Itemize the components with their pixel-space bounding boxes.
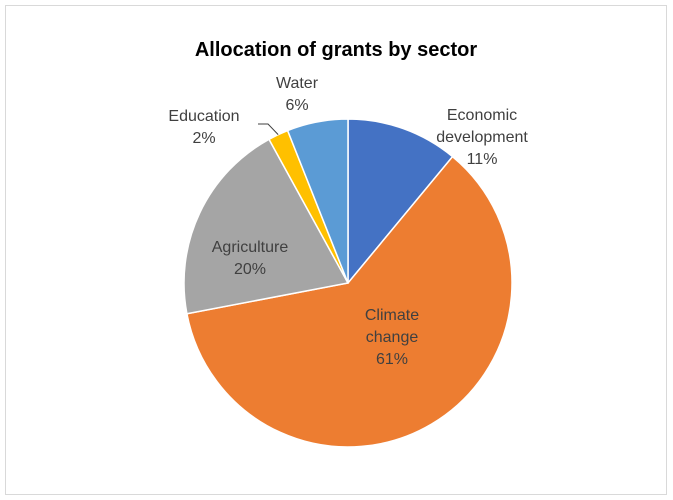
data-label-economic-development: Economic development 11% [436,107,528,168]
pie-slice-water [286,118,349,284]
data-label-climate-change: Climate change 61% [365,307,419,368]
data-label-education: Education 2% [168,108,239,147]
data-label-agriculture: Agriculture 20% [212,239,289,278]
data-label-water: Water 6% [276,75,319,114]
education-leader-line [258,123,279,135]
pie-slice-agriculture [183,138,350,315]
pie-slice-climate-change [186,155,513,448]
pie-slice-economic-development [347,118,454,286]
chart-title: Allocation of grants by sector [194,39,478,61]
